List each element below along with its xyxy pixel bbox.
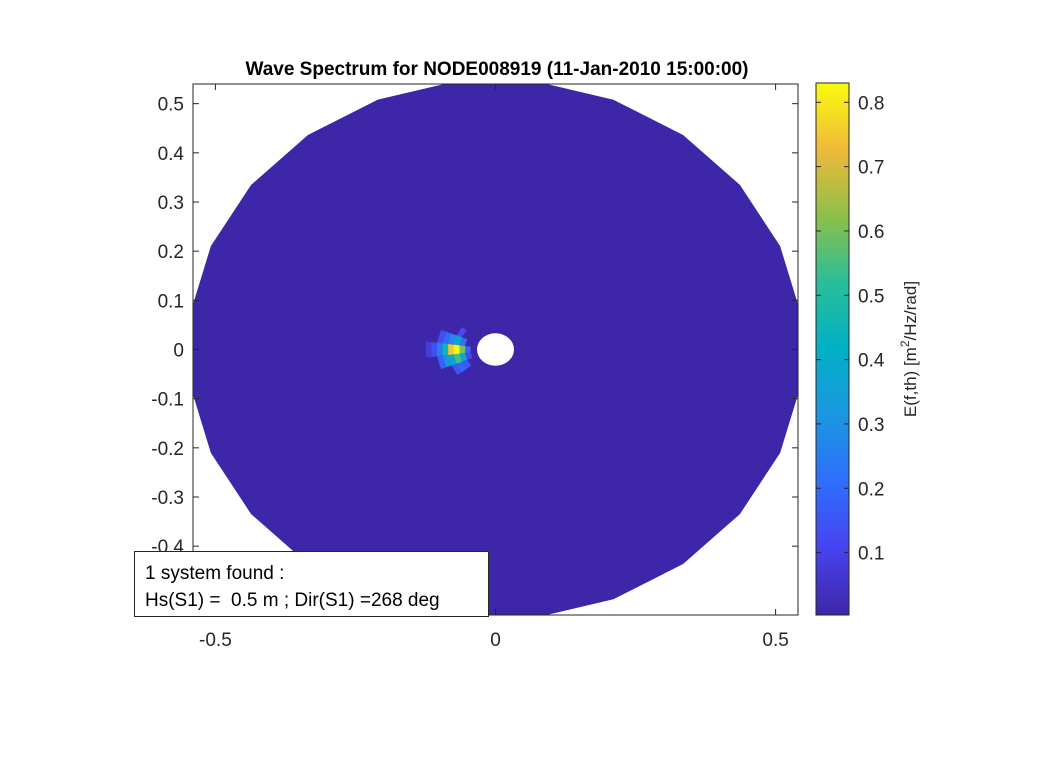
spectrum-cell — [437, 342, 443, 357]
colorbar-tick-label: 0.2 — [858, 479, 884, 500]
y-tick-label: 0.1 — [158, 291, 184, 312]
y-tick-label: 0.3 — [158, 193, 184, 214]
colorbar-ticks: 0.1 0.2 0.3 0.4 0.5 0.6 0.7 0.8 — [816, 93, 885, 565]
spectrum-cell — [461, 359, 472, 369]
spectrum-cell — [425, 341, 432, 358]
spectrum-cell — [456, 327, 467, 338]
colorbar-tick-label: 0.1 — [858, 544, 884, 565]
colorbar-tick-label: 0.8 — [858, 93, 884, 114]
y-tick-label: 0 — [173, 341, 184, 362]
spectrum-cell — [459, 345, 466, 354]
polar-spectrum — [193, 84, 798, 615]
x-tick-label: 0 — [490, 630, 501, 651]
colorbar-tick-label: 0.6 — [858, 222, 884, 243]
annotation-line-2: Hs(S1) = 0.5 m ; Dir(S1) =268 deg — [145, 590, 440, 611]
spectrum-cell — [453, 344, 460, 355]
colorbar — [815, 82, 850, 616]
colorbar-tick-label: 0.4 — [858, 351, 885, 372]
chart-title: Wave Spectrum for NODE008919 (11-Jan-201… — [245, 59, 748, 80]
spectrum-cell — [453, 335, 462, 346]
spectrum-cell — [448, 344, 454, 355]
x-tick-label: -0.5 — [199, 630, 232, 651]
colorbar-tick-label: 0.7 — [858, 158, 884, 179]
spectrum-cell — [464, 352, 473, 360]
annotation-box: 1 system found : Hs(S1) = 0.5 m ; Dir(S1… — [134, 551, 489, 617]
y-tick-label: -0.2 — [151, 439, 184, 460]
spectrum-cell — [464, 346, 471, 353]
colorbar-tick-label: 0.3 — [858, 415, 884, 436]
y-tick-label: 0.4 — [158, 144, 185, 165]
spectrum-center-hole — [477, 333, 514, 366]
spectrum-cell — [437, 329, 447, 344]
spectrum-cell — [437, 355, 447, 370]
y-tick-label: 0.2 — [158, 242, 184, 263]
colorbar-label: E(f,th) [m2/Hz/rad] — [898, 281, 920, 417]
y-tick-label: 0.5 — [158, 95, 184, 116]
annotation-line-1: 1 system found : — [145, 563, 285, 584]
y-tick-label: -0.3 — [151, 488, 184, 509]
y-tick-label: -0.1 — [151, 390, 184, 411]
y-axis: 0.50.40.30.20.10-0.1-0.2-0.3-0.4 — [151, 95, 798, 558]
spectrum-cell — [456, 361, 467, 372]
spectrum-cell — [453, 353, 462, 364]
colorbar-tick-label: 0.5 — [858, 286, 884, 307]
spectrum-cell — [451, 363, 463, 375]
spectrum-cell — [442, 343, 449, 356]
x-axis: -0.5 0 0.5 — [199, 84, 789, 651]
x-tick-label: 0.5 — [762, 630, 788, 651]
spectrum-cell — [431, 342, 438, 357]
